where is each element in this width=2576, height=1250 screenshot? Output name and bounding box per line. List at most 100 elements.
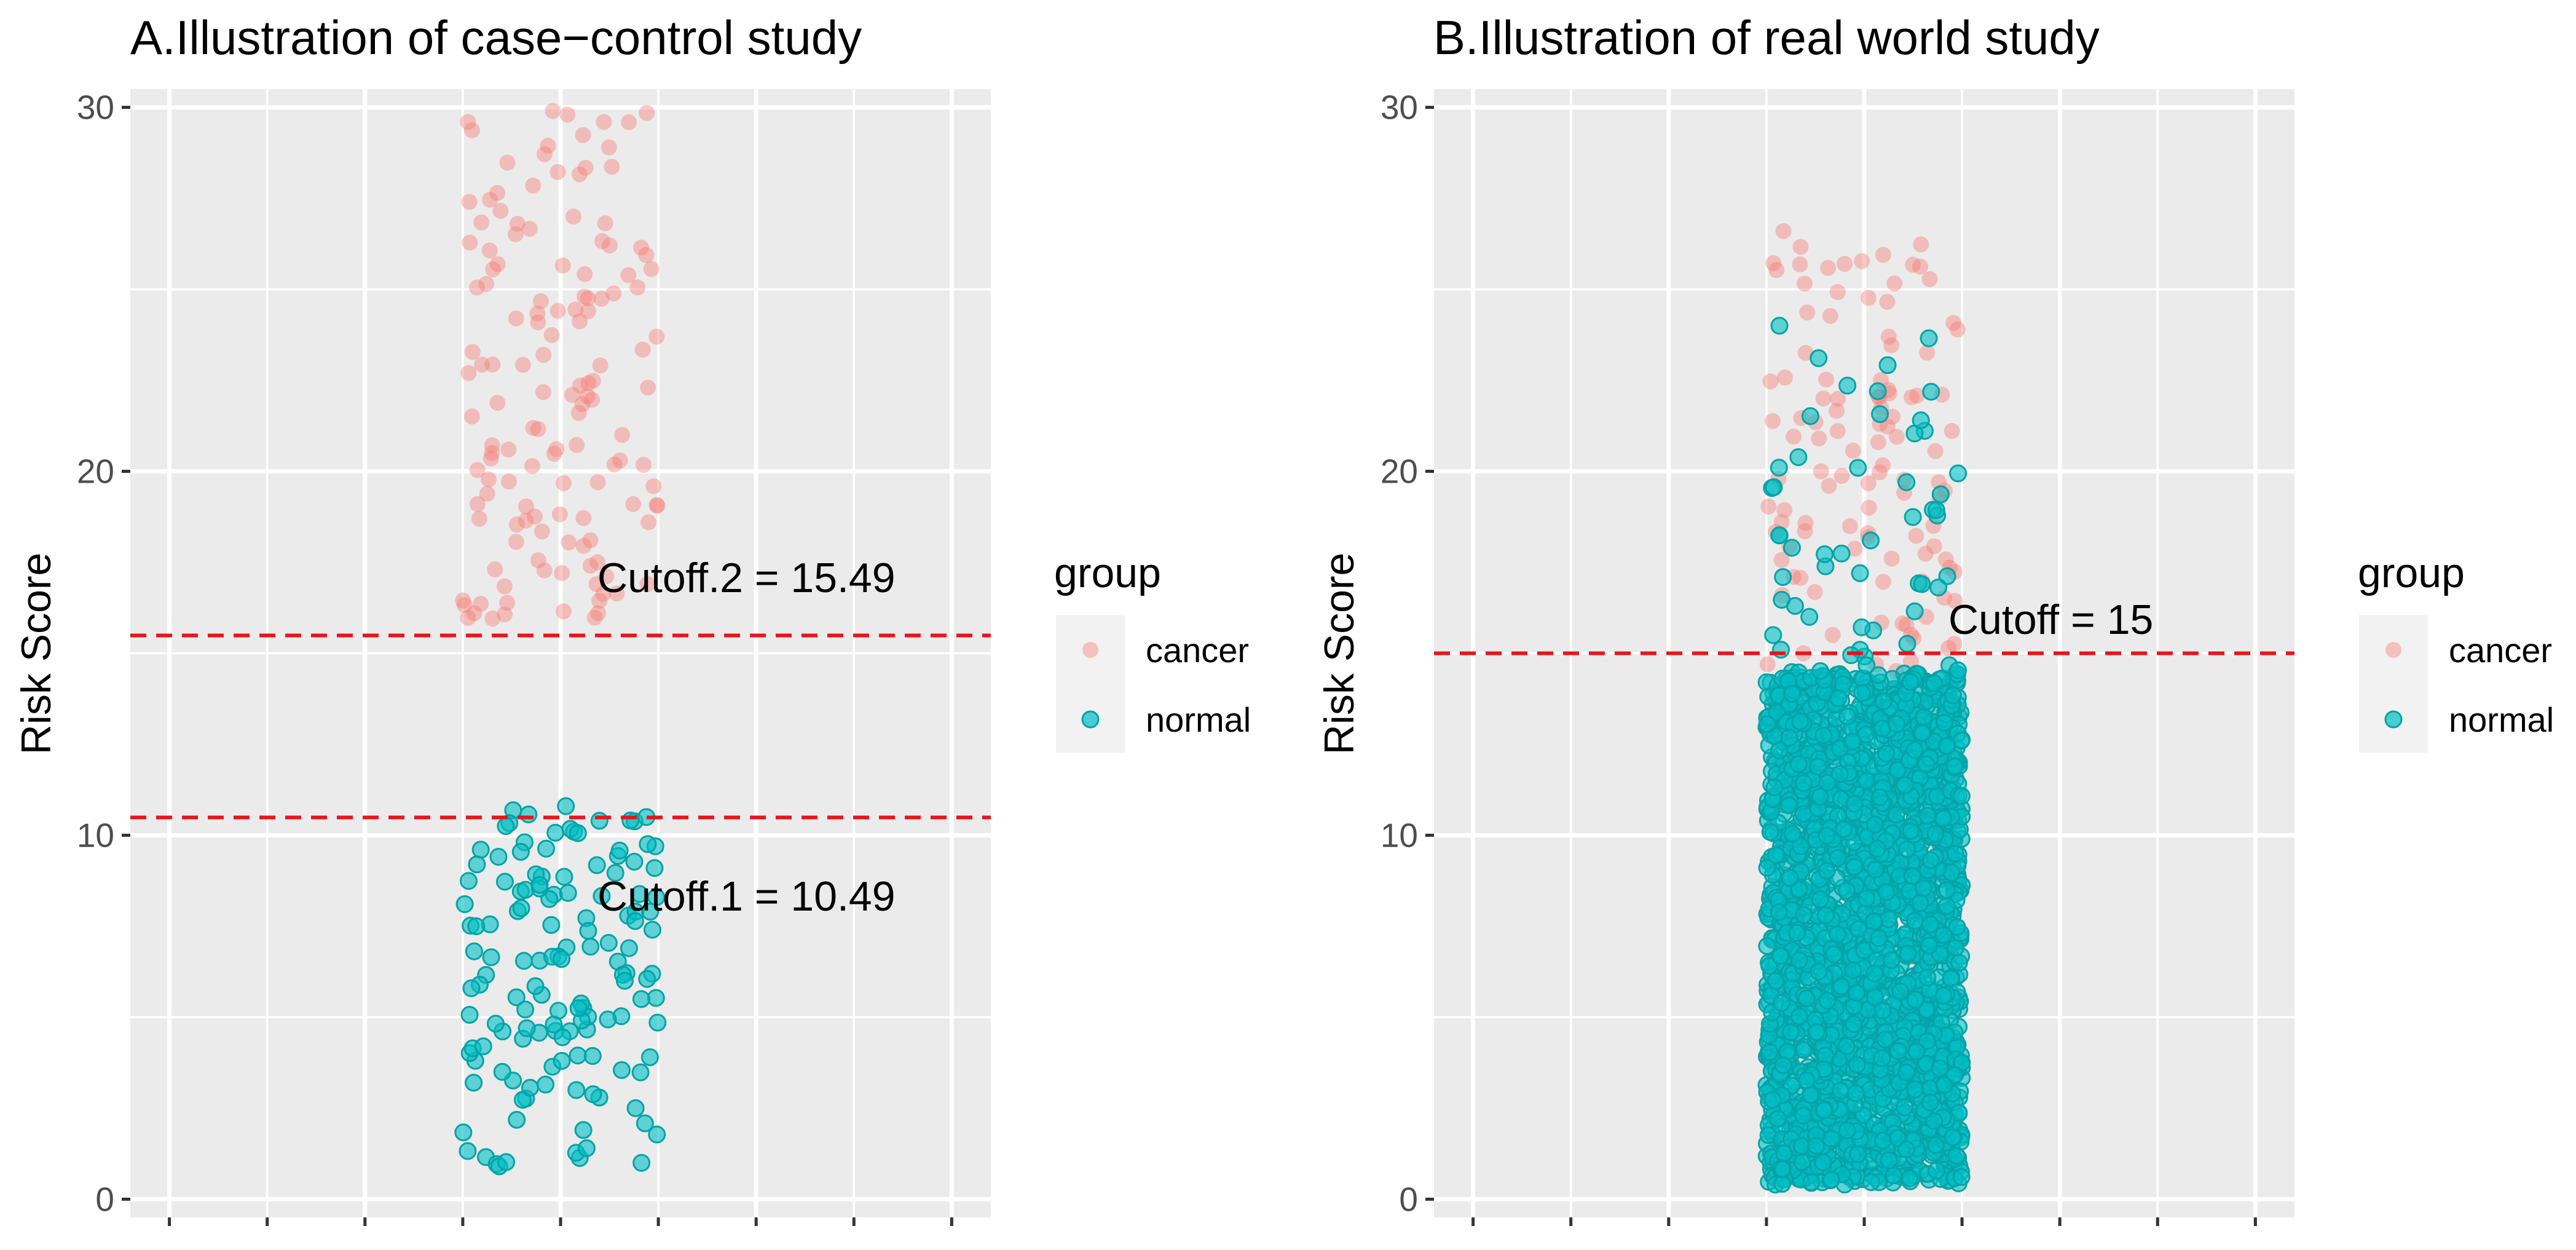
point-cancer <box>518 512 534 529</box>
point-normal <box>553 1028 572 1046</box>
point-cancer <box>1919 344 1936 361</box>
point-normal <box>1905 602 1924 620</box>
point-normal <box>1775 1144 1794 1163</box>
point-normal <box>1906 991 1924 1009</box>
point-normal <box>1925 674 1944 692</box>
point-cancer <box>640 379 656 396</box>
point-normal <box>626 912 644 930</box>
point-cancer <box>629 279 646 296</box>
point-cancer <box>1773 552 1790 568</box>
point-normal <box>1767 972 1785 991</box>
point-normal <box>1789 448 1808 467</box>
point-normal <box>1885 1166 1903 1185</box>
point-normal <box>1952 787 1971 805</box>
point-normal <box>1761 823 1779 841</box>
point-cancer <box>1841 518 1858 534</box>
point-normal <box>1808 758 1827 776</box>
point-cancer <box>489 395 506 411</box>
point-normal <box>1822 1171 1841 1189</box>
point-normal <box>1880 1151 1898 1169</box>
point-cancer <box>482 191 498 208</box>
point-normal <box>1779 796 1798 815</box>
point-normal <box>1946 844 1964 863</box>
point-cancer <box>1776 370 1793 386</box>
point-cancer <box>469 462 486 478</box>
point-normal <box>1818 991 1837 1010</box>
legend-b-key-normal <box>2384 710 2403 729</box>
point-normal <box>1947 1146 1966 1165</box>
point-normal <box>557 797 575 815</box>
point-normal <box>588 856 606 874</box>
point-cancer <box>1811 430 1827 447</box>
point-cancer <box>469 496 486 512</box>
point-normal <box>542 916 561 934</box>
point-normal <box>1811 890 1829 909</box>
point-normal <box>1948 918 1966 936</box>
point-normal <box>569 824 587 842</box>
point-normal <box>1769 1110 1787 1128</box>
point-cancer <box>596 114 612 130</box>
point-cancer <box>549 303 566 319</box>
point-cancer <box>1944 422 1960 439</box>
panel-a-y-axis-title: Risk Score <box>13 553 60 755</box>
y-tick-label: 20 <box>77 453 114 491</box>
point-normal <box>647 989 665 1007</box>
point-cancer <box>1846 540 1863 557</box>
point-normal <box>1865 964 1884 983</box>
point-normal <box>613 1061 631 1079</box>
point-normal <box>526 977 545 995</box>
point-cancer <box>1947 593 1963 609</box>
point-normal <box>1907 1042 1926 1061</box>
point-normal <box>1877 744 1896 762</box>
point-cancer <box>509 216 526 232</box>
point-cancer <box>543 326 560 343</box>
point-normal <box>1899 944 1917 963</box>
point-cancer <box>575 510 592 526</box>
point-normal <box>1865 912 1883 931</box>
point-normal <box>569 1046 587 1065</box>
point-normal <box>1891 983 1910 1001</box>
point-normal <box>606 864 624 882</box>
point-normal <box>1838 1121 1856 1140</box>
point-normal <box>459 872 478 890</box>
point-cancer <box>1903 389 1920 406</box>
point-cancer <box>556 603 572 620</box>
point-normal <box>1789 755 1808 773</box>
point-cancer <box>633 239 650 256</box>
point-normal <box>1876 1030 1894 1049</box>
point-normal <box>615 971 634 990</box>
point-normal <box>1807 1023 1826 1042</box>
point-cancer <box>649 497 666 514</box>
point-cancer <box>487 561 503 578</box>
point-cancer <box>575 127 591 143</box>
point-cancer <box>1792 569 1809 586</box>
point-cancer <box>518 498 534 515</box>
point-normal <box>645 859 664 877</box>
point-cancer <box>639 576 656 593</box>
point-normal <box>1797 1071 1816 1090</box>
point-cancer <box>580 303 596 320</box>
point-normal <box>1772 641 1790 659</box>
point-normal <box>1898 635 1916 653</box>
point-normal <box>1917 1000 1936 1019</box>
point-cancer <box>590 605 607 622</box>
point-cancer <box>492 202 509 219</box>
legend-a-key-cancer-bg <box>1056 615 1125 684</box>
point-cancer <box>530 421 546 437</box>
point-normal <box>1758 937 1776 955</box>
point-normal <box>1915 708 1933 727</box>
y-tick-label: 10 <box>1381 816 1418 854</box>
point-normal <box>1783 825 1802 843</box>
point-normal <box>569 999 588 1018</box>
point-normal <box>1928 1161 1946 1180</box>
point-cancer <box>577 288 593 305</box>
point-normal <box>559 884 577 902</box>
point-normal <box>1786 597 1804 615</box>
point-normal <box>1911 894 1929 912</box>
point-cancer <box>484 610 501 627</box>
point-normal <box>1918 968 1937 987</box>
point-cancer <box>645 478 662 494</box>
point-cancer <box>577 266 593 282</box>
point-normal <box>1898 840 1916 858</box>
point-normal <box>514 952 533 970</box>
